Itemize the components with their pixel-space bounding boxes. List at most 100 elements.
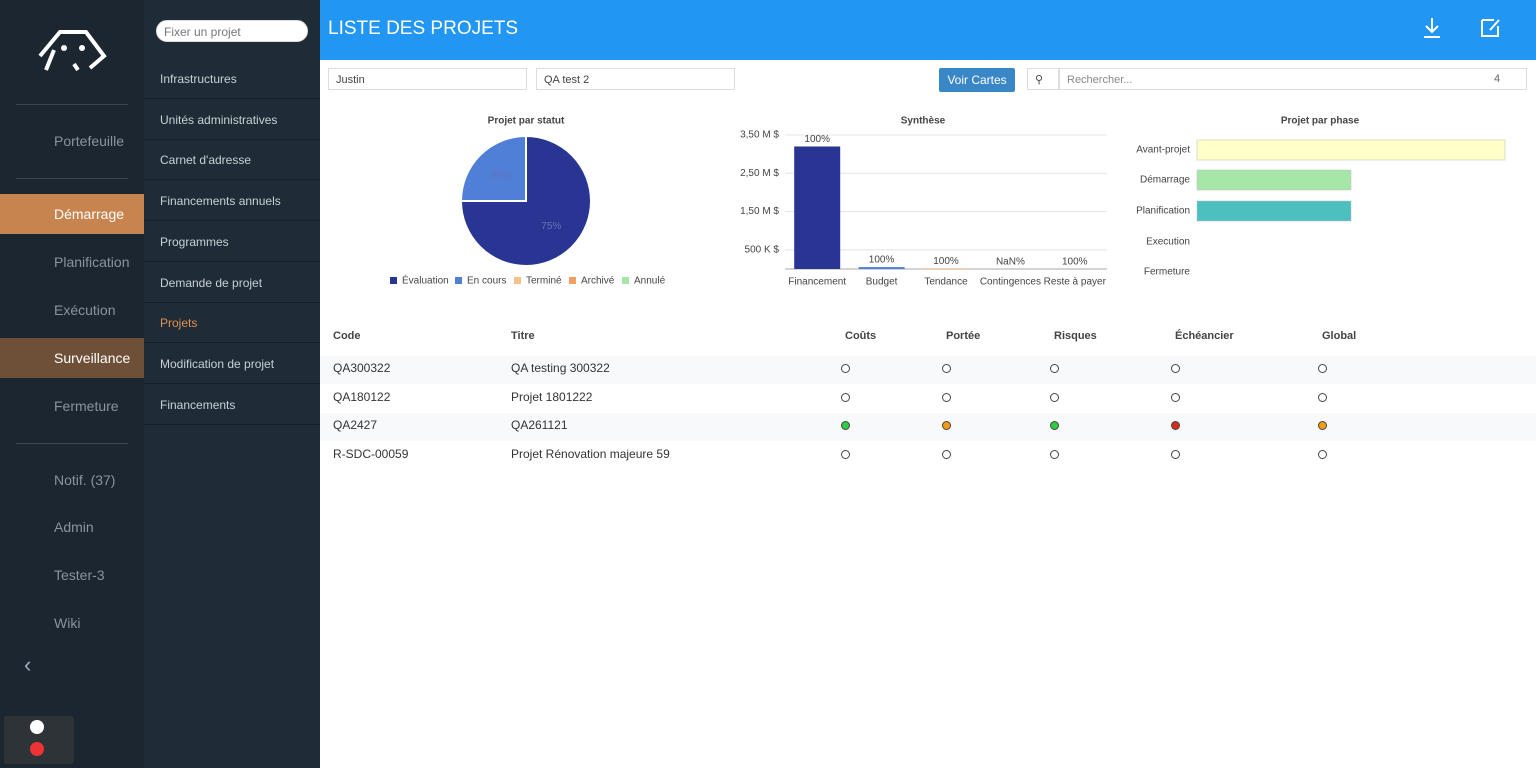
submenu-item[interactable]: Financements annuels [144,181,320,222]
submenu-item[interactable]: Modification de projet [144,344,320,384]
submenu-item[interactable]: Projets [144,303,320,344]
table-row [320,385,1536,413]
table-row [320,413,1536,441]
status-dot [942,393,951,402]
y-tick-label: 3,50 M $ [740,130,779,141]
bar [1196,139,1506,161]
result-count: 4 [1494,73,1501,85]
bar [794,146,841,269]
status-dot [841,393,850,402]
nav-item[interactable]: Fermeture [54,398,119,414]
page-title: LISTE DES PROJETS [328,18,519,39]
header-icons[interactable] [1420,16,1520,40]
bar-annotation: NaN% [996,257,1025,268]
y-tick-label: Démarrage [1140,175,1190,186]
status-dot [1171,450,1180,459]
nav-item[interactable]: Démarrage [0,194,144,234]
nav-item[interactable]: Planification [54,254,130,270]
bar-annotation: 100% [1062,257,1088,268]
column-header: Code [333,330,361,342]
status-dot [841,421,850,430]
y-tick-label: 500 K $ [745,244,780,255]
slice-label: 75% [541,221,561,232]
table-cell: R-SDC-00059 [333,447,409,461]
project-select[interactable]: QA test 2 [536,68,735,90]
status-dot [1050,421,1059,430]
submenu-item[interactable]: Demande de projet [144,263,320,303]
table-row [320,442,1536,470]
y-tick-label: Execution [1146,237,1190,248]
table-cell: QA261121 [511,418,568,432]
table-cell: QA300322 [333,361,391,375]
status-dot [1318,364,1327,373]
submenu-item[interactable]: Infrastructures [144,59,320,99]
status-dot [1171,364,1180,373]
y-tick-label: 1,50 M $ [740,206,779,217]
bar [1196,200,1352,222]
nav-item[interactable]: Admin [54,519,94,535]
x-tick-label: Budget [866,277,898,288]
legend-swatch [569,277,576,284]
legend-swatch [622,277,629,284]
y-tick-label: Fermeture [1144,267,1191,278]
status-dot [942,421,951,430]
x-tick-label: Tendance [924,277,968,288]
legend-label: En cours [467,276,506,287]
bar [1196,169,1352,191]
legend-swatch [514,277,521,284]
y-tick-label: Avant-projet [1136,145,1190,156]
column-header: Global [1322,330,1357,342]
status-dot [1171,393,1180,402]
legend-label: Évaluation [402,274,449,287]
status-dot [1050,364,1059,373]
table-cell: QA180122 [333,390,391,404]
status-dot [942,364,951,373]
user-select[interactable]: Justin [328,68,527,90]
search-icon: ⚲ [1027,68,1059,90]
x-tick-label: Financement [788,277,846,288]
project-table: Code Titre Coûts Portée Risques Échéancier Glo… [320,320,1536,480]
y-tick-label: 2,50 M $ [740,168,779,179]
status-dot [942,450,951,459]
submenu-item[interactable]: Carnet d'adresse [144,140,320,181]
column-header: Coûts [845,330,877,342]
submenu-item[interactable]: Financements [144,385,320,425]
table-cell: QA testing 300322 [511,361,610,375]
table-cell: QA2427 [333,418,378,432]
x-tick-label: Contingences [980,277,1041,288]
bar [923,268,969,269]
status-dot [1171,421,1180,430]
main-nav: Portefeuille Démarrage Planification Exécut… [0,0,144,768]
search-input[interactable]: Rechercher... [1059,68,1527,90]
nav-item[interactable]: Notif. (37) [54,472,116,488]
legend-swatch [455,277,462,284]
nav-item[interactable]: Tester-3 [54,567,105,583]
nav-item[interactable]: Wiki [54,615,81,631]
column-header: Échéancier [1175,330,1234,342]
submenu-item[interactable]: Programmes [144,222,320,262]
recorder-widget[interactable] [4,716,74,764]
status-dot [1318,393,1327,402]
nav-item[interactable]: Exécution [54,302,116,318]
column-header: Risques [1054,330,1097,342]
nav-item[interactable]: Portefeuille [54,133,125,149]
pie-slice [459,134,592,267]
bar-annotation: 100% [869,255,895,266]
column-header: Portée [946,330,981,342]
column-header: Titre [511,330,535,342]
cards-button[interactable]: Voir Cartes [939,68,1015,92]
bar-annotation: 100% [804,134,830,145]
logo [38,30,107,72]
nav-item[interactable]: Surveillance [0,338,144,378]
header: LISTE DES PROJETS [320,0,1536,60]
legend-label: Archivé [581,276,615,287]
status-dot [1050,393,1059,402]
table-cell: Projet 1801222 [511,390,593,404]
bar-annotation: 100% [933,256,959,267]
table-row [320,356,1536,384]
bar [858,267,905,269]
y-tick-label: Planification [1136,206,1190,217]
project-search[interactable]: Fixer un projet [156,20,308,42]
submenu-item[interactable]: Unités administratives [144,100,320,140]
